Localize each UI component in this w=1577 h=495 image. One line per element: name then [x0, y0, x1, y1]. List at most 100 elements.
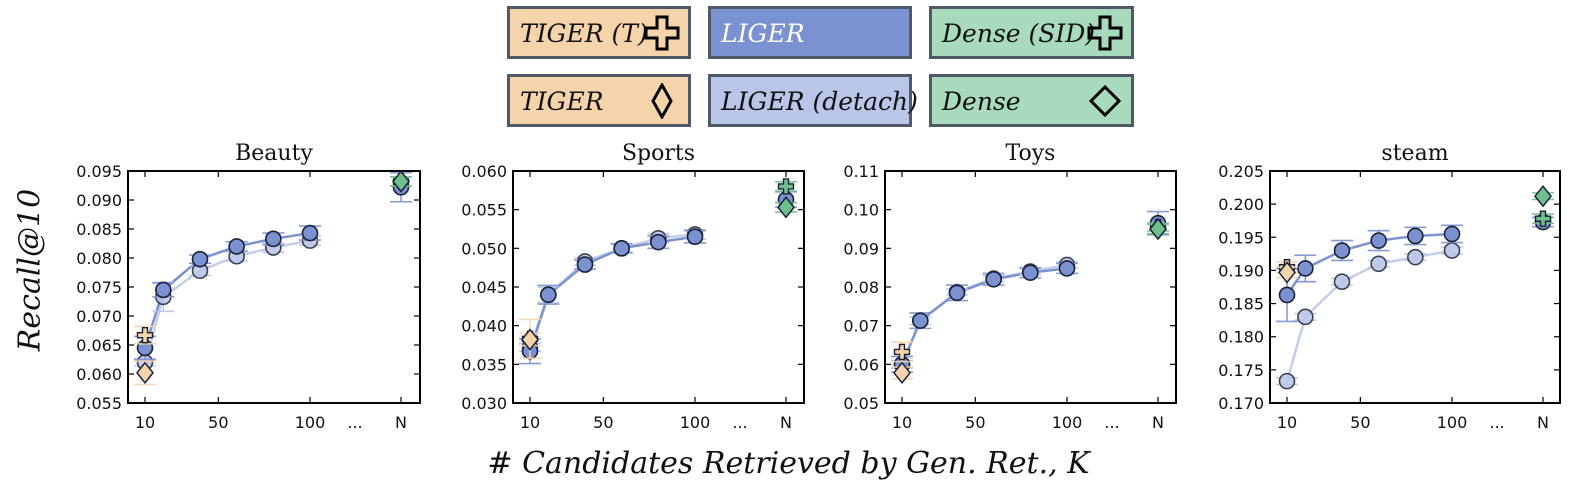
y-tick-label: 0.08	[843, 278, 879, 297]
x-tick-label: 10	[892, 413, 912, 432]
diamond-icon	[651, 83, 673, 119]
x-tick-label: 10	[520, 413, 540, 432]
data-point	[985, 270, 1002, 288]
y-tick-label: 0.070	[76, 307, 122, 326]
data-point	[948, 284, 966, 302]
legend-label-dense-sid: Dense (SID)	[942, 19, 1096, 48]
chart-title: Beauty	[235, 141, 313, 166]
legend-item-dense-sid: Dense (SID)	[929, 6, 1134, 59]
plot-frame	[512, 170, 805, 404]
plot-frame	[1269, 170, 1561, 404]
data-point	[1149, 217, 1167, 241]
data-point	[540, 286, 557, 304]
data-point	[392, 170, 410, 193]
chart-panel-sports: Sports 0.030 0.035 0.040 0.045 0.050 0.055 0.06…	[461, 141, 805, 432]
data-point	[1333, 273, 1351, 290]
y-tick-label: 0.09	[843, 239, 879, 258]
data-point	[1297, 308, 1314, 326]
legend-item-liger-detach: LIGER (detach)	[708, 74, 918, 127]
diamond-icon	[1088, 84, 1122, 118]
y-tick-label: 0.060	[461, 162, 507, 181]
y-tick-label: 0.050	[461, 239, 507, 258]
chart-panel-steam: steam 0.170 0.175 0.180 0.185 0.190 0.195 0.200…	[1218, 141, 1561, 432]
y-tick-label: 0.05	[843, 394, 879, 413]
x-axis-label: # Candidates Retrieved by Gen. Ret., K	[487, 446, 1090, 481]
data-point	[893, 343, 911, 361]
data-point	[155, 281, 172, 299]
y-tick-label: 0.190	[1218, 261, 1264, 280]
data-point	[893, 361, 911, 385]
data-point	[1407, 227, 1424, 245]
data-point	[686, 228, 704, 246]
x-tick-label: 100	[295, 413, 326, 432]
data-point	[777, 196, 795, 219]
x-tick-label: N	[1152, 413, 1164, 432]
y-tick-label: 0.095	[76, 162, 122, 181]
data-point	[613, 240, 630, 257]
plot-frame	[884, 170, 1177, 404]
y-tick-label: 0.10	[843, 201, 879, 220]
y-tick-label: 0.11	[843, 162, 879, 181]
y-tick-label: 0.200	[1218, 195, 1264, 214]
y-tick-label: 0.060	[76, 365, 122, 384]
legend-item-tiger: TIGER	[507, 74, 691, 127]
y-tick-label: 0.090	[76, 191, 122, 210]
data-point	[1534, 184, 1552, 208]
legend-item-tiger-t: TIGER (T)	[507, 6, 691, 59]
legend-label-dense: Dense	[942, 87, 1021, 116]
data-point	[136, 326, 154, 344]
x-tick-label: 10	[1277, 413, 1297, 432]
data-point	[265, 230, 282, 248]
y-tick-label: 0.040	[461, 317, 507, 336]
legend: TIGER (T) LIGER Dense (SID) TIGER LIGER …	[0, 0, 1577, 130]
y-tick-label: 0.06	[843, 355, 879, 374]
y-tick-label: 0.175	[1218, 361, 1264, 380]
legend-label-liger: LIGER	[721, 19, 805, 48]
y-tick-label: 0.055	[76, 394, 122, 413]
plus-icon	[644, 15, 680, 51]
data-point	[1407, 248, 1424, 266]
x-tick-label: 100	[1437, 413, 1468, 432]
y-tick-label: 0.07	[843, 317, 879, 336]
data-point	[1534, 210, 1552, 227]
plot-frame	[127, 170, 421, 404]
x-tick-label: 100	[680, 413, 711, 432]
data-point	[1370, 232, 1387, 249]
y-tick-label: 0.035	[461, 355, 507, 374]
x-tick-label: ...	[347, 413, 362, 432]
legend-label-liger-detach: LIGER (detach)	[721, 87, 918, 116]
y-tick-label: 0.085	[76, 220, 122, 239]
data-point	[191, 250, 209, 268]
y-tick-label: 0.030	[461, 394, 507, 413]
legend-item-dense: Dense	[929, 74, 1134, 127]
data-point	[136, 361, 154, 385]
x-tick-label: ...	[732, 413, 747, 432]
chart-title: Toys	[1006, 141, 1056, 166]
data-point	[1278, 286, 1296, 304]
data-point	[1058, 260, 1076, 277]
x-tick-label: 50	[1350, 413, 1370, 432]
data-point	[301, 224, 319, 242]
data-point	[521, 328, 539, 351]
data-point	[650, 233, 667, 251]
y-tick-label: 0.065	[76, 336, 122, 355]
data-point	[1278, 372, 1296, 390]
data-point	[576, 256, 594, 273]
legend-label-tiger-t: TIGER (T)	[520, 19, 648, 48]
y-tick-label: 0.205	[1218, 162, 1264, 181]
y-tick-label: 0.180	[1218, 328, 1264, 347]
chart-panel-toys: Toys 0.05 0.06 0.07 0.08 0.09 0.10 0.11 10 50 100.…	[843, 141, 1177, 432]
data-point	[1333, 242, 1351, 259]
x-tick-label: 10	[135, 413, 155, 432]
data-point	[1443, 242, 1461, 259]
chart-title: Sports	[622, 141, 695, 166]
x-tick-label: N	[395, 413, 407, 432]
chart-title: steam	[1381, 141, 1448, 166]
x-tick-label: 50	[593, 413, 613, 432]
y-tick-label: 0.075	[76, 278, 122, 297]
data-point	[1022, 264, 1039, 281]
data-point	[912, 312, 929, 329]
charts: Beauty 0.055 0.060 0.065 0.070 0.075 0.080 0.08…	[76, 141, 1561, 432]
x-tick-label: 100	[1052, 413, 1083, 432]
x-tick-label: N	[1537, 413, 1549, 432]
